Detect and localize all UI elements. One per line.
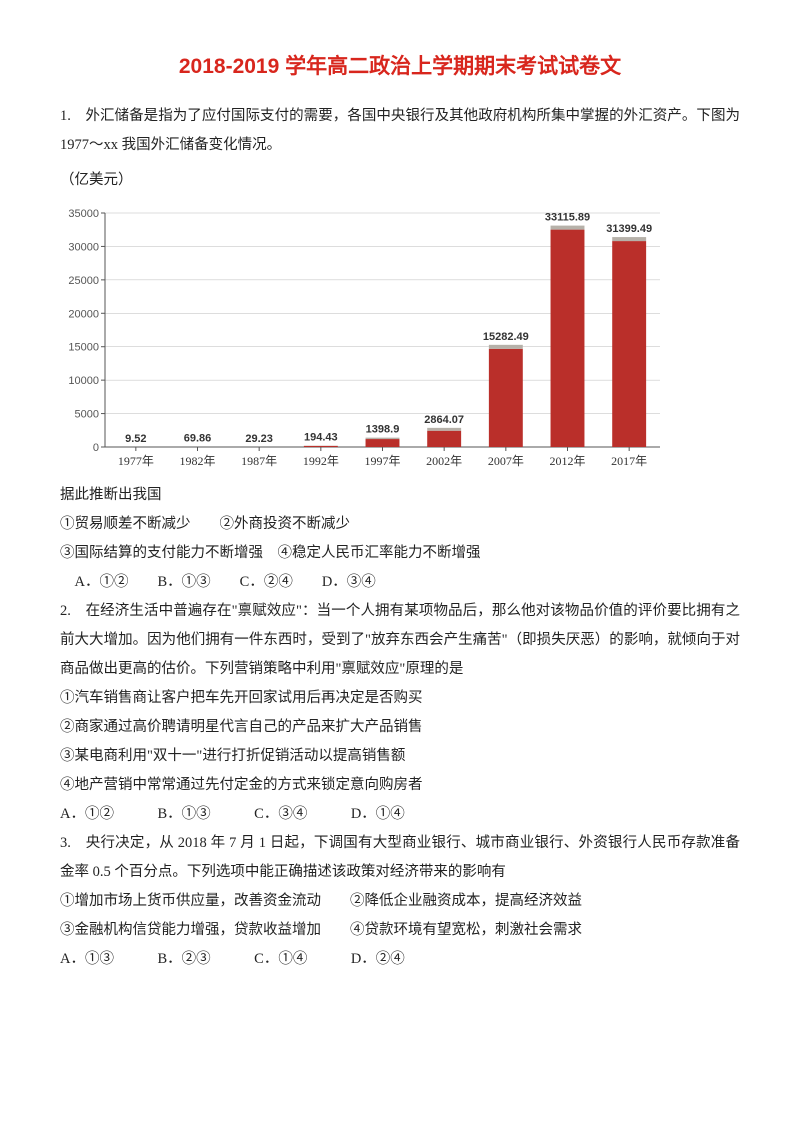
svg-text:1987年: 1987年 xyxy=(241,454,277,468)
q1-option-line-1: ①贸易顺差不断减少 ②外商投资不断减少 xyxy=(60,510,740,539)
forex-reserve-chart: 0 5000 10000 15000 20000 25000 30000 35000 9.52 1… xyxy=(60,195,670,475)
q1-option-line-2: ③国际结算的支付能力不断增强 ④稳定人民币汇率能力不断增强 xyxy=(60,539,740,568)
svg-text:0: 0 xyxy=(93,442,99,454)
q1-stem: 1. 外汇储备是指为了应付国际支付的需要，各国中央银行及其他政府机构所集中掌握的… xyxy=(60,102,740,160)
q2-option-3: ③某电商利用"双十一"进行打折促销活动以提高销售额 xyxy=(60,742,740,771)
svg-text:10000: 10000 xyxy=(68,375,99,387)
svg-text:2017年: 2017年 xyxy=(611,454,647,468)
svg-text:2864.07: 2864.07 xyxy=(424,414,464,426)
svg-text:5000: 5000 xyxy=(75,409,99,421)
svg-text:29.23: 29.23 xyxy=(245,433,273,445)
svg-text:69.86: 69.86 xyxy=(184,433,212,445)
svg-text:31399.49: 31399.49 xyxy=(606,223,652,235)
svg-text:1982年: 1982年 xyxy=(179,454,215,468)
svg-text:15000: 15000 xyxy=(68,342,99,354)
q3-choices: A．①③ B．②③ C．①④ D．②④ xyxy=(60,945,740,974)
svg-text:194.43: 194.43 xyxy=(304,432,338,444)
q3-option-line-2: ③金融机构信贷能力增强，贷款收益增加 ④贷款环境有望宽松，刺激社会需求 xyxy=(60,916,740,945)
svg-text:1398.9: 1398.9 xyxy=(366,424,400,436)
svg-text:2007年: 2007年 xyxy=(488,454,524,468)
svg-text:2012年: 2012年 xyxy=(549,454,585,468)
svg-text:1992年: 1992年 xyxy=(303,454,339,468)
svg-text:9.52: 9.52 xyxy=(125,433,146,445)
svg-text:1997年: 1997年 xyxy=(364,454,400,468)
q1-choices: A．①② B．①③ C．②④ D．③④ xyxy=(60,568,740,597)
svg-text:35000: 35000 xyxy=(68,208,99,220)
q2-option-1: ①汽车销售商让客户把车先开回家试用后再决定是否购买 xyxy=(60,684,740,713)
q3-stem: 3. 央行决定，从 2018 年 7 月 1 日起，下调国有大型商业银行、城市商… xyxy=(60,829,740,887)
q2-choices: A．①② B．①③ C．③④ D．①④ xyxy=(60,800,740,829)
svg-text:33115.89: 33115.89 xyxy=(545,212,590,224)
svg-text:15282.49: 15282.49 xyxy=(483,331,529,343)
q2-option-2: ②商家通过高价聘请明星代言自己的产品来扩大产品销售 xyxy=(60,713,740,742)
svg-text:25000: 25000 xyxy=(68,275,99,287)
svg-text:30000: 30000 xyxy=(68,241,99,253)
svg-text:2002年: 2002年 xyxy=(426,454,462,468)
q3-option-line-1: ①增加市场上货币供应量，改善资金流动 ②降低企业融资成本，提高经济效益 xyxy=(60,887,740,916)
page-root: 2018-2019 学年高二政治上学期期末考试试卷文 1. 外汇储备是指为了应付… xyxy=(0,0,800,1014)
q1-after-chart: 据此推断出我国 xyxy=(60,481,740,510)
chart-unit-label: （亿美元） xyxy=(60,168,740,189)
doc-title: 2018-2019 学年高二政治上学期期末考试试卷文 xyxy=(60,50,740,80)
svg-text:20000: 20000 xyxy=(68,308,99,320)
bar-chart-svg: 0 5000 10000 15000 20000 25000 30000 35000 9.52 1… xyxy=(60,195,670,475)
q2-stem: 2. 在经济生活中普遍存在"禀赋效应"：当一个人拥有某项物品后，那么他对该物品价… xyxy=(60,597,740,684)
svg-text:1977年: 1977年 xyxy=(118,454,154,468)
q2-option-4: ④地产营销中常常通过先付定金的方式来锁定意向购房者 xyxy=(60,771,740,800)
